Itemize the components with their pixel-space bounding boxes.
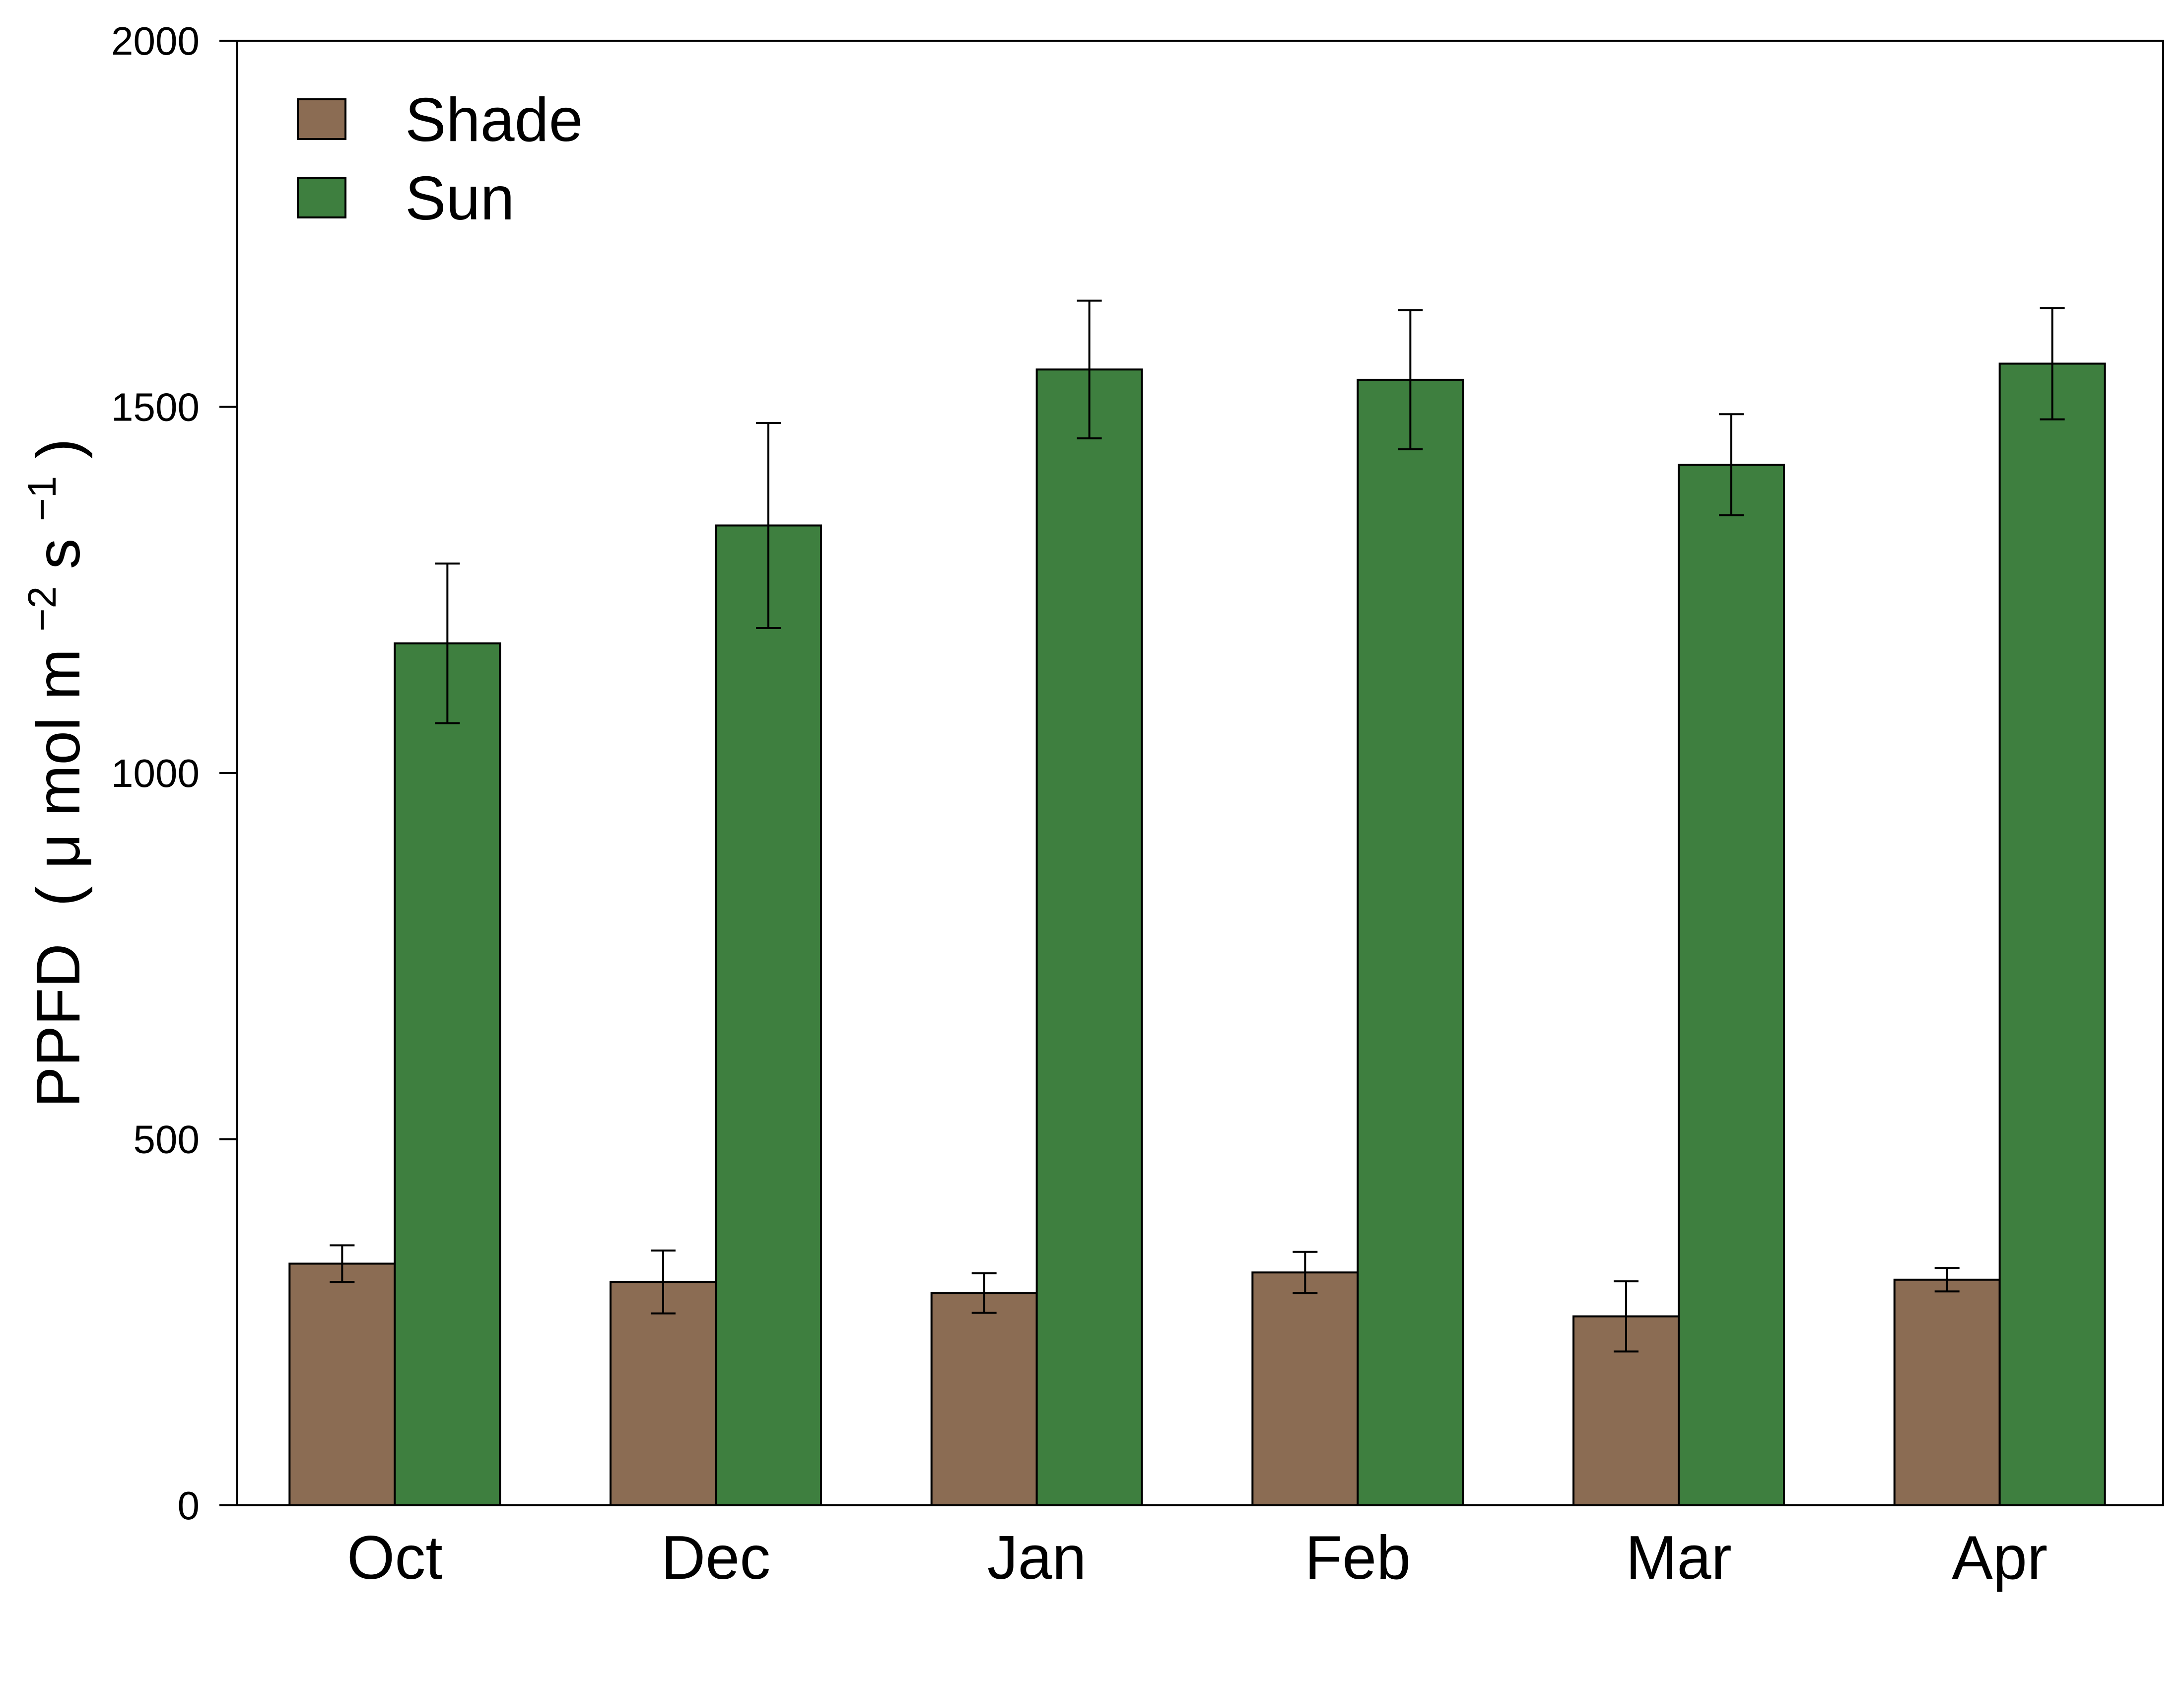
- bar-shade-oct: [288, 1263, 396, 1506]
- legend-label-shade: Shade: [405, 86, 583, 154]
- y-axis-title-unit-s: s: [24, 538, 93, 569]
- bar-sun-oct: [394, 642, 501, 1506]
- y-axis-title-sup2: −1: [20, 476, 64, 521]
- bar-shade-dec: [610, 1281, 717, 1506]
- legend-label-sun: Sun: [405, 164, 515, 233]
- legend-swatch-shade: [297, 98, 346, 140]
- y-axis-ticks: 0 500 1000 1500 2000: [111, 19, 237, 1528]
- x-category-label: Mar: [1626, 1524, 1732, 1592]
- y-tick-label: 500: [134, 1118, 200, 1162]
- error-bar-shade-dec: [651, 1249, 676, 1315]
- bar-shade-apr: [1893, 1278, 2001, 1506]
- y-tick-label: 1000: [111, 751, 200, 795]
- error-bar-sun-feb: [1398, 309, 1423, 451]
- y-axis-title: PPFD ( μ mol m −2 s −1 ): [0, 438, 93, 1108]
- x-category-label: Oct: [347, 1524, 443, 1592]
- bar-sun-feb: [1357, 378, 1464, 1506]
- bar-shade-jan: [930, 1292, 1038, 1506]
- y-axis-title-sup1: −2: [20, 586, 64, 632]
- error-bar-sun-dec: [756, 422, 781, 629]
- bar-sun-dec: [715, 524, 822, 1506]
- error-bar-shade-oct: [330, 1244, 355, 1283]
- x-category-label: Apr: [1952, 1524, 2048, 1592]
- y-axis-title-main: PPFD: [24, 943, 93, 1108]
- bar-shade-feb: [1251, 1271, 1359, 1506]
- y-tick-label: 0: [178, 1483, 200, 1528]
- bar-sun-apr: [1998, 362, 2106, 1506]
- y-tick-label: 2000: [111, 19, 200, 63]
- error-bar-shade-jan: [971, 1272, 997, 1314]
- y-axis-title-paren-open: (: [24, 886, 93, 907]
- error-bar-sun-jan: [1077, 299, 1102, 439]
- y-axis-title-unit: mol m: [24, 649, 93, 817]
- bar-sun-mar: [1678, 464, 1785, 1507]
- y-axis-title-paren-close: ): [24, 438, 93, 459]
- x-category-label: Dec: [661, 1524, 771, 1592]
- x-category-label: Feb: [1304, 1524, 1411, 1592]
- y-axis-title-mu: μ: [24, 834, 93, 869]
- x-axis-labels: Oct Dec Jan Feb Mar Apr: [347, 1524, 2048, 1592]
- y-tick-label: 1500: [111, 385, 200, 429]
- error-bar-sun-mar: [1719, 413, 1744, 516]
- error-bar-shade-mar: [1614, 1280, 1638, 1353]
- error-bar-shade-apr: [1934, 1267, 1960, 1293]
- error-bars-layer: [330, 299, 2065, 1353]
- bar-sun-jan: [1035, 368, 1143, 1507]
- error-bar-sun-oct: [435, 563, 460, 724]
- x-category-label: Jan: [987, 1524, 1087, 1592]
- error-bar-shade-feb: [1293, 1251, 1318, 1294]
- error-bar-sun-apr: [2040, 307, 2065, 421]
- legend-swatch-sun: [297, 177, 346, 218]
- legend: Shade Sun: [297, 86, 583, 233]
